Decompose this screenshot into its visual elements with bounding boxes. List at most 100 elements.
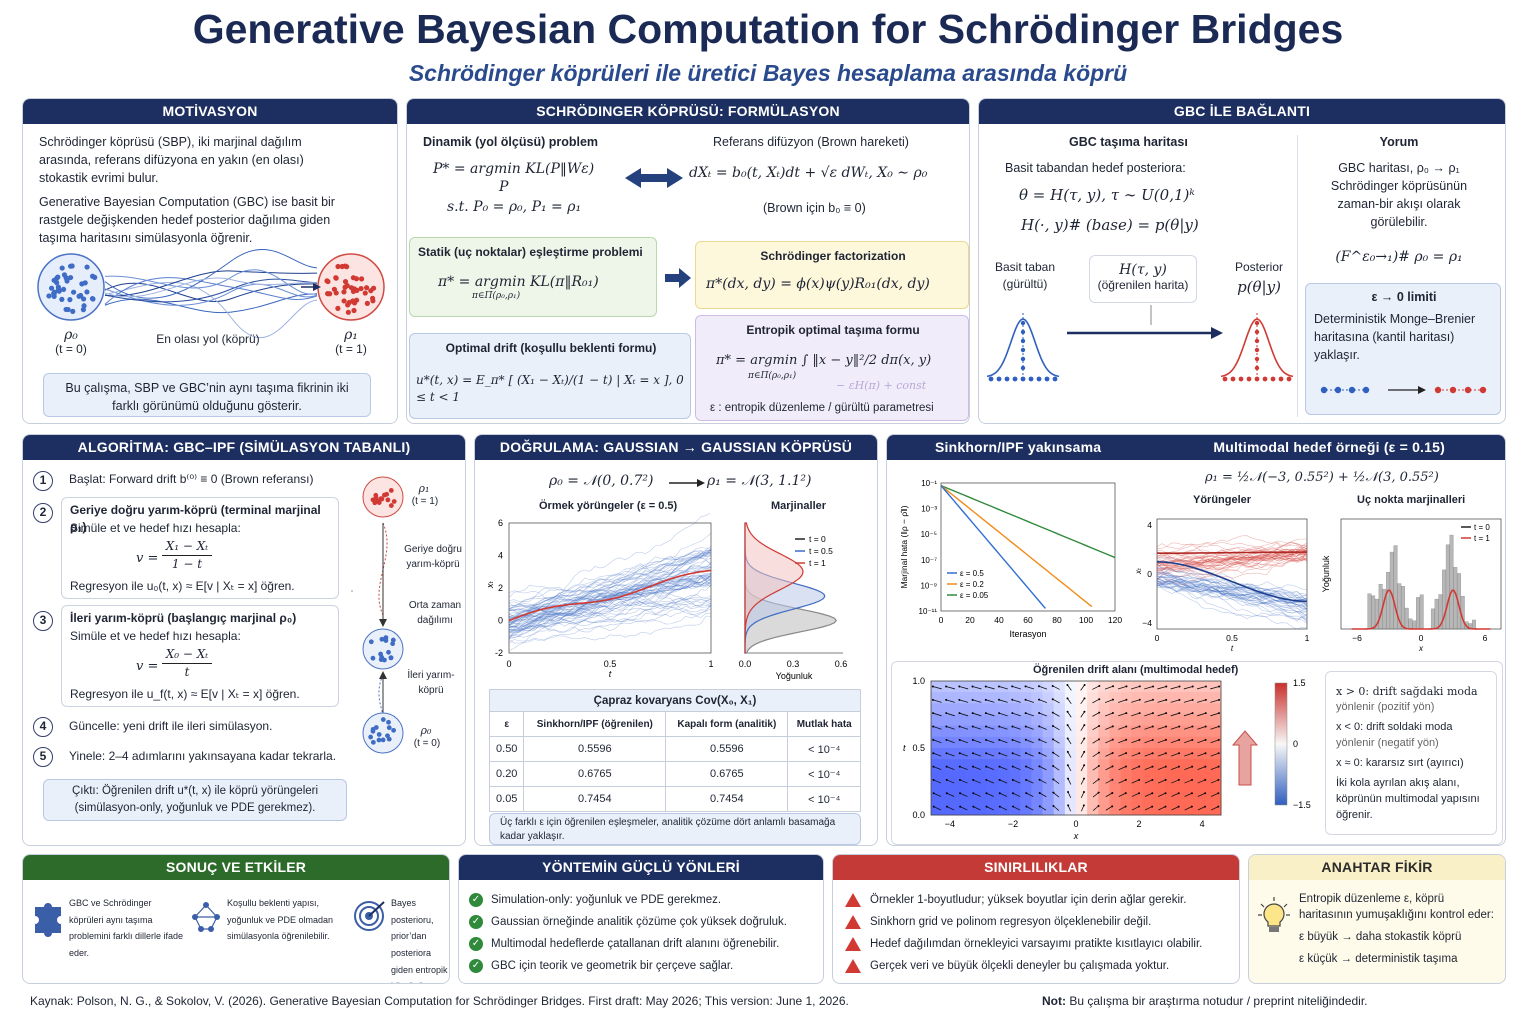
field-cell xyxy=(1209,803,1222,816)
trajectory-line xyxy=(1156,548,1308,572)
drift-arrow-head xyxy=(984,712,987,715)
field-cell xyxy=(1053,736,1066,749)
drift-arrow-head xyxy=(1125,738,1128,741)
drift-arrow-head xyxy=(945,765,948,768)
drift-arrow-head xyxy=(1178,712,1181,715)
red-sample-dot xyxy=(333,275,339,281)
drift-arrow-head xyxy=(972,792,975,795)
poster-title: Generative Bayesian Computation for Schr… xyxy=(192,6,1344,52)
drift-arrow xyxy=(1105,712,1114,717)
field-cell xyxy=(986,736,999,749)
field-cell xyxy=(1031,692,1044,704)
drift-arrow-head xyxy=(1204,778,1207,781)
drift-arrow xyxy=(1012,752,1021,757)
trajectory-line xyxy=(508,608,712,625)
field-cell xyxy=(997,725,1010,738)
field-cell xyxy=(1064,703,1077,715)
field-cell xyxy=(931,748,943,760)
blue-sample-dot xyxy=(59,265,65,271)
red-sample-dot xyxy=(354,287,360,293)
drift-arrow xyxy=(1131,779,1140,784)
cov-table: ε Sinkhorn/IPF (öğrenilen) Kapalı form (an… xyxy=(488,711,861,812)
trajectory-line xyxy=(508,578,712,628)
drift-arrow-head xyxy=(1152,685,1155,688)
drift-arrow xyxy=(1170,739,1180,744)
field-cell xyxy=(1064,748,1077,760)
field-cell xyxy=(1087,692,1099,704)
y-axis-label: t xyxy=(903,743,906,753)
trajectory-line xyxy=(508,549,712,634)
drift-arrow-head xyxy=(1125,712,1128,715)
drift-arrow xyxy=(1092,725,1100,731)
field-cell xyxy=(1064,792,1077,805)
field-cell xyxy=(986,692,999,704)
yorum-text: GBC haritası, ρ₀ → ρ₁ Schrödinger köprüs… xyxy=(1330,161,1468,230)
trajectory-line xyxy=(1156,580,1308,610)
field-cell xyxy=(1098,703,1110,715)
trajectory-line xyxy=(1156,584,1308,597)
field-cell xyxy=(975,736,988,749)
drift-arrow xyxy=(1025,699,1035,703)
field-cell xyxy=(997,770,1010,782)
drift-arrow xyxy=(999,726,1008,730)
field-cell xyxy=(1098,781,1110,794)
strength-1: ✓ Simulation-only: yoğunluk ve PDE gerekm… xyxy=(469,893,721,907)
y-tick-label: -2 xyxy=(495,648,503,658)
trajectory-line xyxy=(1156,549,1308,584)
drift-arrow-head xyxy=(1098,698,1101,701)
drift-arrow xyxy=(1118,726,1127,730)
drift-arrow xyxy=(1105,752,1113,757)
drift-arrow xyxy=(1184,739,1193,744)
drift-arrow xyxy=(1092,779,1099,784)
field-cell xyxy=(1076,792,1088,805)
conclusion-3: Bayes posterioru, prior’dan posteriora g… xyxy=(391,898,448,983)
field-cell xyxy=(1109,770,1122,782)
y-tick-label: 0.0 xyxy=(912,810,925,820)
trajectory-line xyxy=(1156,567,1308,610)
histogram-bar xyxy=(1397,583,1402,630)
drift-arrow-head xyxy=(1204,685,1207,688)
field-cell xyxy=(1142,803,1155,816)
cov-table-cell: 0.7454 xyxy=(523,786,667,812)
trajectory-line xyxy=(1156,577,1308,600)
field-cell xyxy=(964,759,977,771)
strength-4: ✓ GBC için teorik ve geometrik bir çerçev… xyxy=(469,959,733,973)
drift-arrow xyxy=(1197,752,1206,757)
field-cell xyxy=(1109,792,1122,805)
field-cell xyxy=(1053,703,1066,715)
warning-icon xyxy=(845,937,861,951)
blue-sample-dot xyxy=(67,297,73,303)
drift-arrow xyxy=(1197,712,1206,717)
trajectory-line xyxy=(508,598,712,622)
blue-sample-dot xyxy=(82,280,88,286)
x-tick-label: 0 xyxy=(1419,633,1424,643)
field-cell xyxy=(1154,681,1166,693)
trajectory-line xyxy=(1156,574,1308,601)
drift-arrow xyxy=(1080,738,1085,745)
lightbulb-icon xyxy=(1258,897,1290,932)
trajectory-line xyxy=(508,580,712,628)
gbc-map-box-eq: H(τ, y) xyxy=(1119,262,1167,278)
step-2-sim: Simüle et ve hedef hızı hesapla: xyxy=(70,521,241,535)
drift-arrow xyxy=(1158,792,1166,797)
drift-arrow-head xyxy=(1138,778,1141,781)
drift-arrow-head xyxy=(1011,765,1014,768)
drift-arrow xyxy=(1104,699,1114,703)
step-3-frac-bot: t xyxy=(184,665,190,679)
red-sample-dot xyxy=(363,285,370,291)
drift-arrow-head xyxy=(1024,712,1027,715)
static-to-fact-arrow-icon xyxy=(665,268,691,288)
drift-arrow-head xyxy=(1098,725,1101,728)
drift-arrow-head xyxy=(971,725,974,728)
entropic-box: Entropik optimal taşıma formu π* = argmi… xyxy=(695,315,969,421)
x-tick-label: 20 xyxy=(965,615,975,625)
drift-arrow xyxy=(1052,725,1060,731)
field-cell xyxy=(1076,770,1088,782)
drift-arrow-head xyxy=(958,725,961,728)
blue-sample-dot xyxy=(51,289,58,295)
drift-arrow xyxy=(1053,805,1060,811)
field-cell xyxy=(975,792,988,805)
trajectory-line xyxy=(508,602,712,627)
diagram-sample-dot xyxy=(378,496,384,501)
warning-icon xyxy=(845,959,861,973)
